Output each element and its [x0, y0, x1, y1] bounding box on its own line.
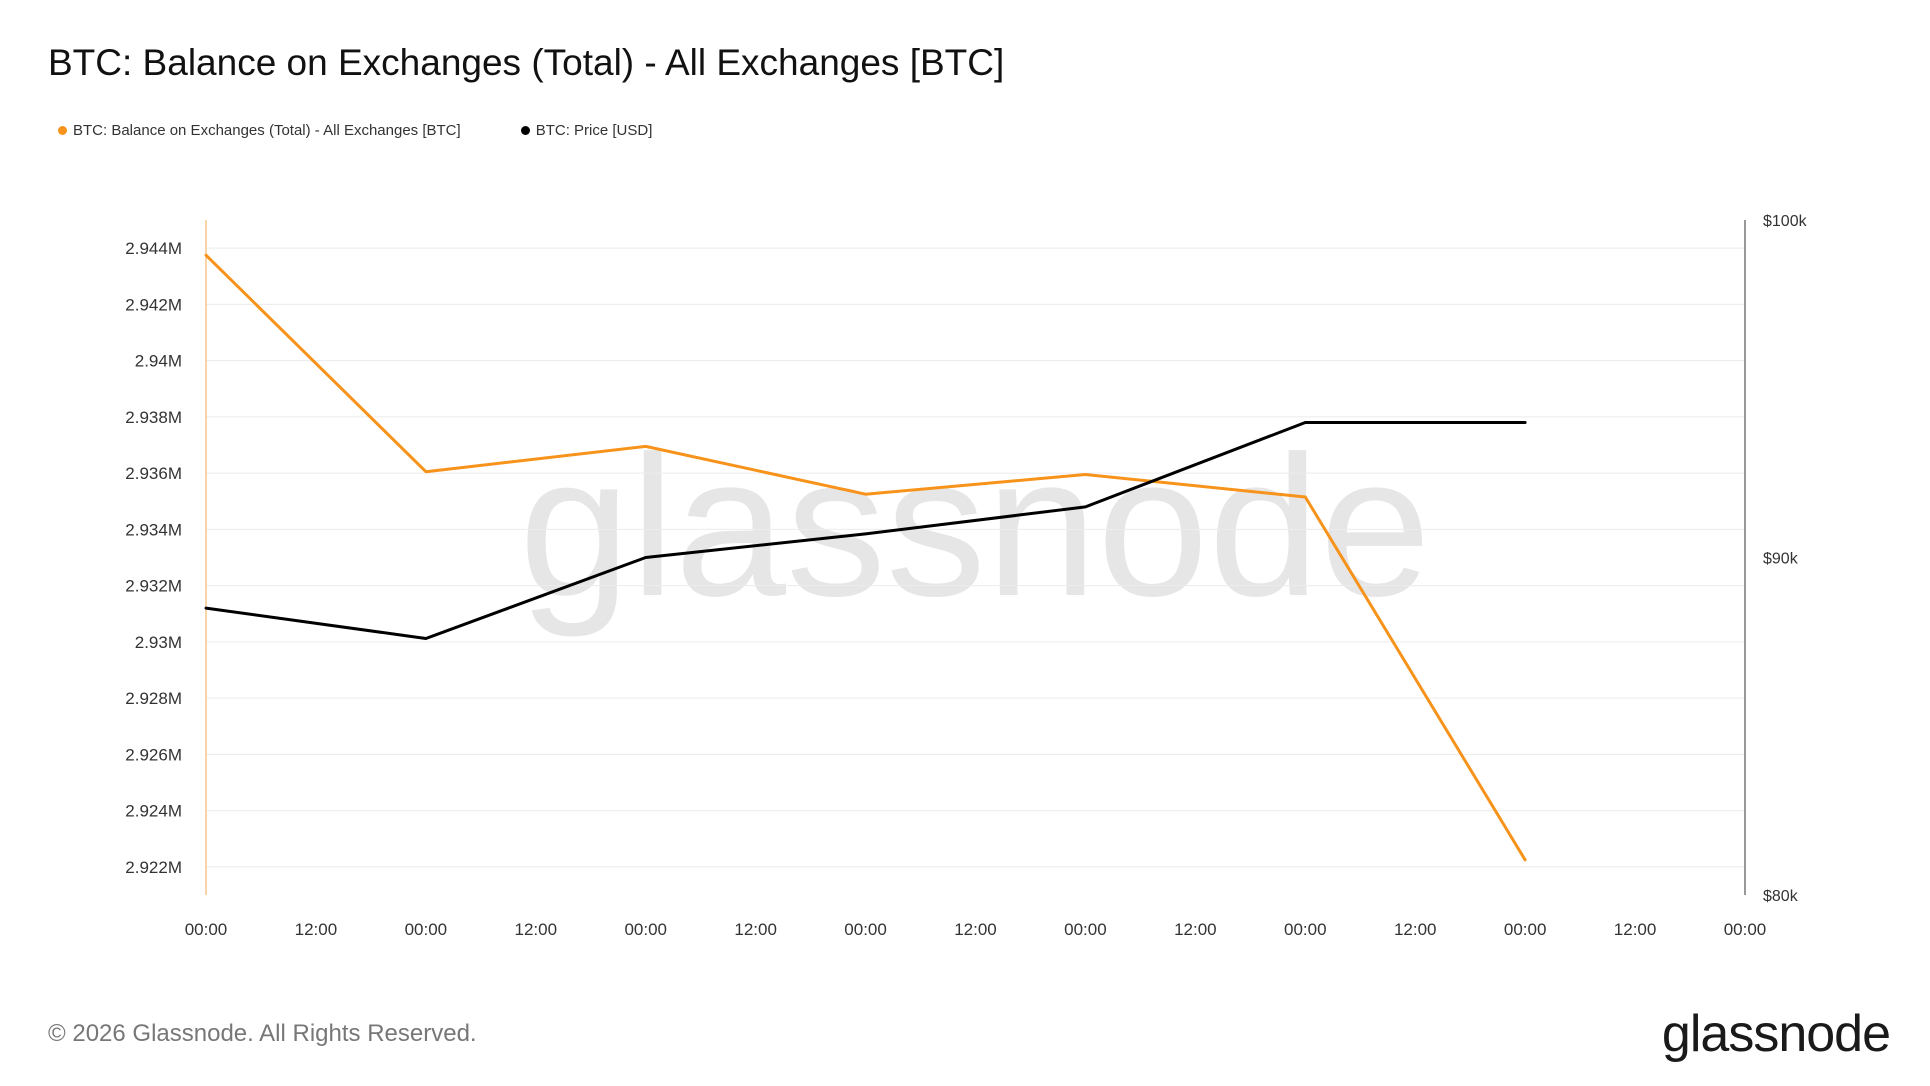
right-tick-label: $100k [1763, 213, 1808, 230]
left-tick-label: 2.924M [125, 802, 182, 821]
left-tick-label: 2.94M [135, 352, 182, 371]
x-tick-label: 12:00 [515, 920, 558, 939]
legend-label-price: BTC: Price [USD] [535, 122, 653, 139]
x-tick-label: 00:00 [1064, 920, 1107, 939]
left-tick-label: 2.934M [125, 520, 182, 539]
legend-dot-balance [58, 126, 67, 135]
x-tick-label: 00:00 [844, 920, 887, 939]
legend-dot-price [520, 126, 530, 135]
gridlines [206, 247, 1745, 868]
copyright-text: © 2026 Glassnode. All Rights Reserved. [48, 1020, 477, 1047]
left-tick-label: 2.936M [125, 464, 182, 483]
glassnode-logo[interactable]: glassnode [1661, 1005, 1891, 1063]
x-tick-label: 00:00 [1504, 920, 1547, 939]
legend-item-balance[interactable]: BTC: Balance on Exchanges (Total) - All … [58, 122, 461, 139]
legend-item-price[interactable]: BTC: Price [USD] [520, 122, 653, 139]
left-tick-label: 2.926M [125, 745, 182, 764]
left-tick-label: 2.938M [125, 408, 182, 427]
tick-labels: 2.922M 2.924M 2.926M 2.928M 2.93M 2.932M 2.934… [125, 213, 1807, 939]
x-tick-label: 00:00 [1724, 920, 1767, 939]
right-tick-label: $80k [1763, 888, 1799, 905]
left-tick-label: 2.922M [125, 858, 182, 877]
x-tick-label: 00:00 [405, 920, 448, 939]
chart-area: 2.922M 2.924M 2.926M 2.928M 2.93M 2.932M 2.934… [125, 213, 1807, 939]
chart-title: BTC: Balance on Exchanges (Total) - All … [48, 42, 1005, 83]
x-tick-label: 12:00 [1614, 920, 1657, 939]
series-layer [204, 253, 1527, 862]
x-tick-label: 12:00 [954, 920, 997, 939]
left-tick-label: 2.932M [125, 577, 182, 596]
left-tick-label: 2.944M [125, 239, 182, 258]
x-tick-label: 00:00 [1284, 920, 1327, 939]
axes [205, 220, 1746, 895]
series-line-balance[interactable] [204, 253, 1527, 862]
right-tick-label: $90k [1763, 551, 1799, 568]
x-tick-label: 00:00 [185, 920, 228, 939]
x-tick-label: 12:00 [1394, 920, 1437, 939]
x-tick-label: 12:00 [1174, 920, 1217, 939]
legend-label-balance: BTC: Balance on Exchanges (Total) - All … [73, 122, 461, 139]
left-tick-label: 2.928M [125, 689, 182, 708]
legend: BTC: Balance on Exchanges (Total) - All … [58, 122, 712, 139]
left-tick-label: 2.93M [135, 633, 182, 652]
x-tick-label: 12:00 [734, 920, 777, 939]
left-tick-label: 2.942M [125, 295, 182, 314]
x-tick-label: 12:00 [295, 920, 338, 939]
x-tick-label: 00:00 [624, 920, 667, 939]
